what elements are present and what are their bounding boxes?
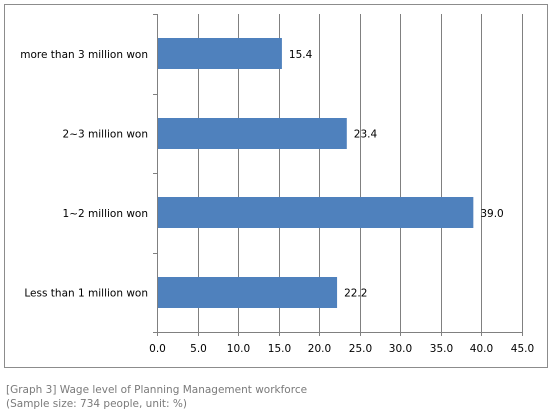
- bar: [158, 38, 282, 69]
- caption-line-1: [Graph 3] Wage level of Planning Managem…: [6, 384, 308, 396]
- bar: [158, 277, 338, 308]
- category-label: 2~3 million won: [63, 128, 148, 140]
- bar: [158, 197, 474, 228]
- x-tick-label: 20.0: [308, 343, 331, 355]
- value-label: 23.4: [354, 128, 378, 140]
- x-tick-label: 0.0: [149, 343, 166, 355]
- labels: 0.0 5.0 10.0 15.0 20.0 25.0 30.0 35.0 40.0 45.0 mo…: [20, 49, 534, 355]
- x-tick-label: 10.0: [227, 343, 250, 355]
- value-label: 39.0: [480, 208, 503, 220]
- x-tick-label: 35.0: [430, 343, 453, 355]
- category-label: 1~2 million won: [63, 208, 148, 220]
- value-label: 15.4: [289, 49, 313, 61]
- chart-caption: [Graph 3] Wage level of Planning Managem…: [6, 383, 307, 411]
- x-tick-label: 25.0: [349, 343, 372, 355]
- value-label: 22.2: [344, 287, 367, 299]
- caption-line-2: (Sample size: 734 people, unit: %): [6, 398, 187, 410]
- axes: [153, 14, 523, 336]
- bar: [158, 118, 347, 149]
- bars: [158, 38, 474, 308]
- category-label: more than 3 million won: [20, 49, 148, 61]
- x-tick-label: 30.0: [389, 343, 412, 355]
- x-tick-label: 45.0: [511, 343, 534, 355]
- x-tick-label: 5.0: [190, 343, 207, 355]
- x-tick-label: 40.0: [470, 343, 493, 355]
- x-tick-label: 15.0: [268, 343, 291, 355]
- category-label: Less than 1 million won: [24, 287, 148, 299]
